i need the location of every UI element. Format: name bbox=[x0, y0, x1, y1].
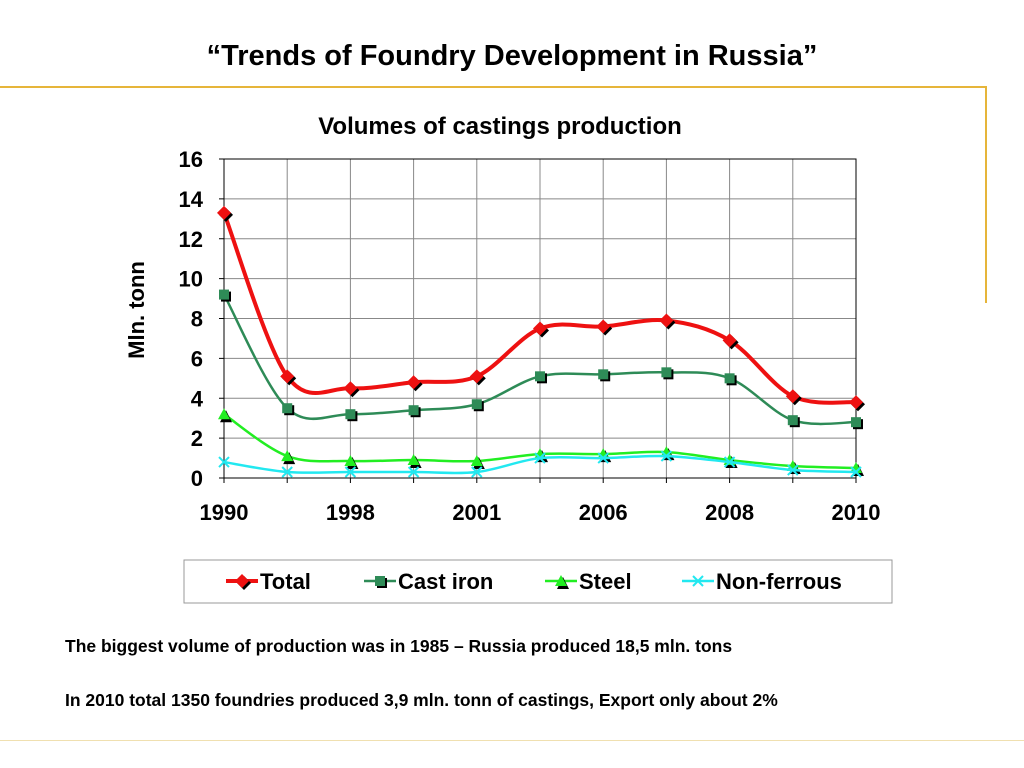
data-point-cast-iron bbox=[219, 289, 229, 300]
y-tick-label: 14 bbox=[179, 187, 204, 212]
data-point-non-ferrous bbox=[597, 452, 609, 464]
note-2010-production: In 2010 total 1350 foundries produced 3,… bbox=[65, 690, 778, 710]
data-point-non-ferrous-stroke-b bbox=[534, 452, 546, 464]
data-point-total bbox=[343, 381, 358, 396]
data-point-total bbox=[785, 389, 800, 404]
legend-item-non-ferrous: Non-ferrous bbox=[682, 569, 842, 594]
y-tick-label: 6 bbox=[191, 346, 203, 371]
x-tick-label: 2006 bbox=[579, 500, 628, 525]
data-point-cast-iron bbox=[661, 367, 672, 378]
legend-label-total: Total bbox=[260, 569, 311, 594]
series-line-total bbox=[222, 212, 857, 405]
series-non-ferrous bbox=[218, 450, 862, 478]
legend-item-total: Total bbox=[226, 569, 311, 594]
data-point-cast-iron bbox=[408, 405, 419, 416]
series-cast-iron bbox=[219, 289, 863, 430]
y-tick-label: 2 bbox=[191, 426, 203, 451]
data-point-non-ferrous bbox=[281, 466, 293, 478]
legend-box bbox=[183, 559, 893, 604]
y-tick-label: 8 bbox=[191, 307, 203, 332]
data-point-non-ferrous bbox=[407, 466, 420, 478]
data-point-cast-iron bbox=[535, 371, 545, 382]
x-tick-label: 2008 bbox=[705, 500, 754, 525]
legend-item-cast-iron: Cast iron bbox=[364, 569, 493, 594]
data-point-total bbox=[533, 321, 547, 336]
y-axis-label: Mln. tonn bbox=[124, 261, 149, 359]
data-point-non-ferrous-stroke-b bbox=[597, 452, 609, 464]
data-point-total bbox=[596, 319, 611, 334]
data-point-total bbox=[469, 369, 484, 384]
slide-title: “Trends of Foundry Development in Russia… bbox=[206, 40, 818, 72]
accent-rule-vertical bbox=[985, 86, 987, 303]
data-point-non-ferrous-stroke-b bbox=[344, 466, 357, 478]
accent-rule-horizontal bbox=[0, 86, 987, 88]
data-point-cast-iron bbox=[598, 369, 609, 380]
legend-label-steel: Steel bbox=[579, 569, 632, 594]
data-point-non-ferrous bbox=[344, 466, 357, 478]
legend-swatch-marker bbox=[555, 575, 567, 586]
data-point-cast-iron bbox=[471, 399, 482, 410]
data-point-non-ferrous-stroke-b bbox=[471, 466, 483, 478]
y-tick-label: 10 bbox=[179, 267, 203, 292]
data-point-non-ferrous-stroke-b bbox=[723, 456, 736, 468]
y-tick-label: 12 bbox=[179, 227, 203, 252]
data-point-total bbox=[217, 205, 231, 220]
data-point-non-ferrous-stroke-b bbox=[281, 466, 293, 478]
data-point-cast-iron bbox=[787, 415, 798, 426]
data-point-total bbox=[280, 369, 295, 384]
grid-lines bbox=[224, 159, 856, 478]
chart-title: Volumes of castings production bbox=[318, 113, 682, 140]
footer-divider bbox=[0, 740, 1024, 741]
series-total bbox=[217, 205, 865, 412]
data-point-non-ferrous bbox=[660, 450, 673, 462]
data-point-non-ferrous bbox=[850, 466, 862, 478]
data-point-steel bbox=[218, 408, 230, 420]
data-point-non-ferrous bbox=[471, 466, 483, 478]
y-tick-label: 0 bbox=[191, 466, 203, 491]
data-point-non-ferrous bbox=[723, 456, 736, 468]
legend-swatch-marker bbox=[375, 576, 385, 586]
data-point-total bbox=[406, 375, 421, 390]
data-point-total bbox=[659, 313, 674, 328]
y-tick-label: 4 bbox=[191, 386, 204, 411]
data-point-cast-iron bbox=[724, 373, 735, 384]
x-tick-label: 2010 bbox=[832, 500, 881, 525]
axis-ticks: 0 2 4 6 8 10 12 14 16 1990 1998 2001 2006 2008 2010 bbox=[179, 147, 881, 525]
data-point-total bbox=[722, 333, 737, 348]
note-peak-production: The biggest volume of production was in … bbox=[65, 636, 733, 656]
data-point-steel bbox=[281, 450, 294, 462]
legend-swatch-marker bbox=[692, 575, 704, 587]
legend-swatch-marker-stroke-b bbox=[692, 575, 704, 587]
data-point-steel bbox=[407, 454, 420, 466]
x-tick-label: 1998 bbox=[326, 500, 375, 525]
legend-label-cast-iron: Cast iron bbox=[398, 569, 493, 594]
data-point-non-ferrous-stroke-b bbox=[218, 456, 230, 468]
data-point-non-ferrous bbox=[534, 452, 546, 464]
data-point-total bbox=[849, 395, 863, 410]
x-tick-label: 1990 bbox=[200, 500, 249, 525]
legend-label-non-ferrous: Non-ferrous bbox=[716, 569, 842, 594]
data-point-non-ferrous-stroke-b bbox=[787, 464, 799, 476]
data-point-cast-iron bbox=[282, 403, 293, 414]
legend-item-steel: Steel bbox=[545, 569, 632, 594]
data-point-non-ferrous-stroke-b bbox=[407, 466, 420, 478]
data-point-cast-iron bbox=[345, 409, 356, 420]
data-point-non-ferrous bbox=[787, 464, 799, 476]
legend-swatch-marker bbox=[235, 574, 249, 588]
data-point-non-ferrous-stroke-b bbox=[660, 450, 673, 462]
series-lines bbox=[217, 205, 865, 478]
data-point-cast-iron bbox=[851, 417, 861, 428]
x-tick-label: 2001 bbox=[452, 500, 501, 525]
data-point-non-ferrous-stroke-b bbox=[850, 466, 862, 478]
y-tick-label: 16 bbox=[179, 147, 203, 172]
data-point-steel bbox=[344, 455, 357, 467]
data-point-non-ferrous bbox=[218, 456, 230, 468]
data-point-steel bbox=[470, 455, 483, 467]
legend: Total Cast iron Steel Non-ferrous bbox=[183, 559, 893, 604]
